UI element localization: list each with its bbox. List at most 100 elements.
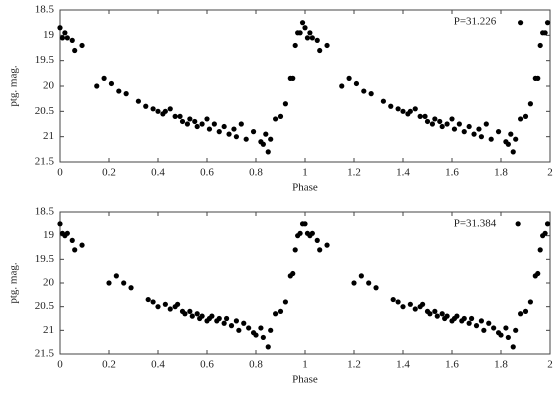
- data-point: [424, 118, 431, 125]
- data-point: [422, 113, 428, 119]
- x-tick-label: 0.6: [200, 167, 214, 179]
- data-point: [216, 129, 222, 135]
- x-tick-label: 0.8: [249, 359, 263, 371]
- data-point: [57, 25, 63, 31]
- data-point: [108, 80, 115, 87]
- data-point: [282, 299, 288, 305]
- data-point: [505, 141, 511, 147]
- data-point: [268, 136, 274, 142]
- data-point: [544, 20, 551, 26]
- data-point: [437, 118, 443, 125]
- data-point: [228, 323, 235, 329]
- data-point: [456, 121, 462, 127]
- data-point: [250, 129, 257, 135]
- data-point: [483, 121, 489, 127]
- data-point: [518, 20, 524, 26]
- x-tick-label: 2: [547, 167, 553, 179]
- annotation: P=31.384: [454, 218, 497, 230]
- plot-frame: [59, 9, 551, 163]
- data-point: [59, 35, 66, 41]
- data-point: [307, 30, 313, 36]
- data-point: [263, 131, 269, 137]
- data-point: [478, 134, 484, 140]
- data-point: [454, 313, 460, 319]
- y-tick-label: 20.5: [35, 300, 55, 312]
- data-point: [522, 113, 529, 119]
- x-tick-label: 1.2: [347, 167, 361, 179]
- data-point: [535, 75, 541, 81]
- data-point: [187, 308, 193, 314]
- y-axis-label: ptg. mag.: [8, 65, 20, 106]
- x-tick-label: 0.4: [151, 167, 165, 179]
- data-point: [513, 327, 519, 333]
- data-point: [292, 247, 298, 253]
- data-point: [179, 118, 186, 125]
- data-point: [189, 313, 195, 319]
- data-point: [368, 91, 374, 97]
- data-point: [258, 325, 264, 331]
- annotation: P=31.226: [454, 16, 497, 28]
- data-point: [192, 118, 198, 125]
- data-point: [427, 311, 433, 317]
- data-point: [177, 113, 183, 119]
- data-point: [116, 88, 122, 94]
- data-point: [277, 308, 284, 314]
- data-point: [518, 311, 524, 317]
- data-point: [199, 121, 205, 127]
- data-point: [429, 121, 435, 127]
- data-point: [324, 242, 330, 248]
- data-point: [238, 121, 244, 127]
- data-point: [527, 101, 534, 107]
- data-point: [505, 334, 511, 341]
- data-point: [461, 315, 467, 322]
- data-point: [226, 131, 232, 137]
- data-point: [473, 323, 480, 329]
- data-point: [510, 344, 516, 350]
- data-point: [187, 116, 193, 122]
- data-point: [407, 108, 413, 114]
- y-tick-label: 21: [43, 130, 54, 142]
- y-tick-label: 21.5: [35, 348, 55, 360]
- data-point: [513, 136, 519, 142]
- data-point: [469, 315, 475, 322]
- data-point: [317, 47, 323, 54]
- data-point: [432, 116, 438, 122]
- data-point: [299, 20, 306, 26]
- data-point: [184, 121, 190, 127]
- data-point: [361, 88, 367, 94]
- data-point: [388, 103, 394, 109]
- y-axis-label: ptg. mag.: [8, 262, 20, 303]
- data-point: [172, 113, 178, 119]
- data-point: [491, 325, 497, 331]
- data-point: [216, 315, 222, 322]
- data-point: [486, 320, 492, 326]
- data-point: [444, 121, 450, 127]
- data-point: [292, 42, 298, 49]
- data-point: [209, 313, 215, 319]
- x-tick-label: 0.6: [200, 359, 214, 371]
- data-point: [143, 103, 149, 109]
- data-point: [69, 37, 75, 44]
- data-point: [466, 123, 472, 130]
- data-point: [395, 106, 401, 112]
- data-point: [273, 116, 279, 122]
- data-point: [420, 301, 426, 307]
- data-point: [417, 113, 423, 119]
- data-point: [221, 123, 227, 130]
- data-point: [79, 242, 85, 248]
- data-point: [150, 106, 156, 112]
- data-point: [282, 101, 288, 107]
- data-point: [309, 230, 315, 236]
- x-tick-label: 1.4: [396, 167, 410, 179]
- data-point: [268, 327, 274, 333]
- data-point: [150, 299, 156, 305]
- data-point: [380, 98, 386, 104]
- data-point: [204, 116, 210, 122]
- x-tick-label: 1: [302, 359, 308, 371]
- data-point: [194, 311, 200, 317]
- data-point: [72, 247, 78, 253]
- data-point: [314, 37, 320, 44]
- x-tick-label: 2: [547, 359, 553, 371]
- x-axis-label: Phase: [292, 374, 318, 386]
- data-point: [339, 83, 345, 89]
